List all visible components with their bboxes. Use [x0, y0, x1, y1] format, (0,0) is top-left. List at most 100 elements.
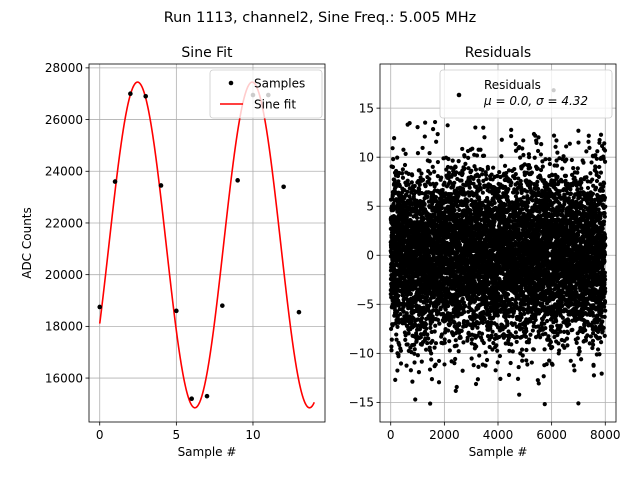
- residual-point: [480, 190, 485, 195]
- residual-point: [391, 157, 396, 162]
- legend-label-samples: Samples: [254, 77, 305, 91]
- residual-point: [459, 328, 464, 333]
- residual-point: [403, 337, 408, 342]
- residual-point: [412, 351, 417, 356]
- residual-point: [509, 180, 514, 185]
- residual-point: [395, 324, 400, 329]
- residual-point: [520, 358, 525, 363]
- residual-point: [414, 215, 420, 220]
- x-axis-label: Sample #: [178, 445, 237, 459]
- residual-point: [463, 161, 468, 166]
- residual-point: [495, 348, 500, 353]
- residual-point: [425, 194, 430, 199]
- residual-point: [457, 322, 462, 328]
- residual-point: [513, 330, 518, 335]
- residual-point: [461, 340, 466, 345]
- residual-point: [396, 320, 401, 325]
- residual-point: [432, 329, 437, 334]
- residual-point: [393, 184, 399, 189]
- residual-point: [425, 340, 430, 346]
- sample-point: [189, 396, 194, 402]
- residual-point: [427, 176, 432, 182]
- residual-point: [436, 310, 441, 315]
- residual-point: [393, 377, 398, 382]
- residual-point: [498, 376, 503, 381]
- residual-point: [427, 303, 432, 308]
- figure-suptitle: Run 1113, channel2, Sine Freq.: 5.005 MH…: [164, 10, 477, 26]
- residual-point: [478, 147, 483, 152]
- y-tick-label: 18000: [45, 320, 83, 334]
- residual-point: [427, 367, 433, 372]
- residual-point: [437, 321, 442, 326]
- residual-point: [443, 307, 448, 312]
- residual-point: [460, 171, 465, 176]
- residual-point: [421, 217, 426, 222]
- y-axis-label: ADC Counts: [20, 207, 34, 279]
- residual-point: [427, 159, 432, 164]
- residual-point: [439, 205, 445, 211]
- residual-point: [518, 155, 523, 160]
- residual-point: [435, 174, 440, 179]
- residual-point: [459, 178, 464, 183]
- residual-point: [482, 135, 487, 140]
- residual-point: [434, 139, 439, 144]
- residual-point: [419, 190, 424, 196]
- residual-point: [404, 311, 409, 316]
- residual-point: [506, 372, 512, 378]
- residual-point: [432, 119, 438, 125]
- residual-point: [462, 154, 467, 159]
- residual-point: [435, 132, 440, 137]
- residual-point: [413, 397, 418, 402]
- y-tick-label: 20000: [45, 268, 83, 282]
- residual-point: [416, 370, 422, 375]
- residual-point: [428, 401, 433, 406]
- residual-point: [407, 212, 413, 217]
- residual-point: [453, 165, 458, 170]
- grid-lines: [89, 64, 325, 422]
- residual-point: [458, 335, 463, 340]
- residual-point: [422, 134, 427, 139]
- residual-point: [425, 298, 430, 304]
- residual-point: [496, 189, 501, 194]
- residual-point: [450, 158, 455, 163]
- y-tick-label: 28000: [45, 61, 83, 75]
- residual-point: [446, 303, 451, 309]
- residual-point: [406, 331, 411, 336]
- residual-point: [406, 171, 411, 176]
- residual-point: [407, 121, 412, 126]
- residual-point: [519, 315, 524, 320]
- residual-point: [398, 348, 404, 353]
- residual-point: [432, 169, 437, 174]
- residual-point: [484, 357, 490, 363]
- residual-point: [452, 361, 457, 366]
- residual-point: [430, 126, 436, 132]
- residual-point: [396, 263, 401, 268]
- axes-title: Sine Fit: [181, 45, 233, 61]
- residual-point: [405, 189, 410, 194]
- residual-point: [419, 171, 424, 176]
- residual-point: [430, 164, 435, 169]
- residual-point: [490, 329, 495, 334]
- residual-point: [401, 147, 406, 152]
- x-tick-label: 0: [96, 428, 104, 442]
- residual-point: [471, 363, 476, 368]
- residual-point: [389, 348, 394, 353]
- residual-point: [398, 361, 404, 366]
- residual-point: [442, 362, 447, 367]
- residual-point: [509, 127, 514, 132]
- residual-point: [429, 377, 435, 382]
- residual-point: [517, 392, 522, 397]
- residual-point: [392, 178, 397, 183]
- residual-point: [509, 342, 514, 347]
- residual-point: [433, 362, 438, 367]
- sample-point: [128, 91, 133, 97]
- x-tick-label: 10: [245, 428, 260, 442]
- residual-point: [400, 175, 406, 180]
- residual-point: [493, 368, 498, 373]
- residual-point: [395, 209, 400, 214]
- residual-point: [465, 199, 470, 204]
- residual-point: [434, 181, 439, 186]
- residual-point: [426, 336, 431, 341]
- residual-point: [415, 353, 420, 358]
- residual-point: [392, 135, 397, 141]
